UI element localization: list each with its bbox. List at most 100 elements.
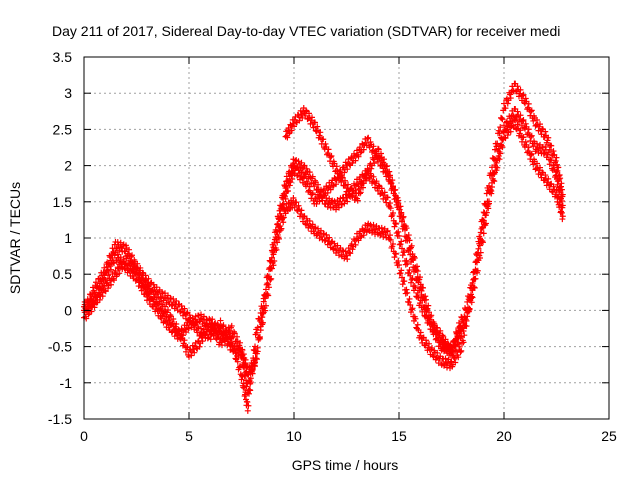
data-point <box>142 272 149 279</box>
data-point <box>514 83 521 90</box>
y-tick-label: 2 <box>64 158 72 174</box>
data-point <box>544 137 551 144</box>
data-point <box>276 235 282 242</box>
x-tick-label: 20 <box>496 428 512 444</box>
data-point <box>280 214 287 221</box>
data-point <box>344 256 351 263</box>
data-point <box>270 262 277 269</box>
data-point <box>183 348 189 355</box>
data-point <box>399 274 405 281</box>
data-point <box>237 363 243 370</box>
data-point <box>488 187 495 194</box>
data-point <box>312 119 318 126</box>
data-point <box>268 275 275 282</box>
data-point <box>428 312 435 319</box>
data-point <box>475 245 482 252</box>
data-point <box>153 294 160 301</box>
x-axis-title: GPS time / hours <box>292 457 399 473</box>
data-point <box>479 237 486 244</box>
data-point <box>117 254 124 261</box>
data-point <box>451 341 458 348</box>
data-point <box>352 241 359 248</box>
data-point <box>552 172 559 179</box>
data-point <box>387 232 393 239</box>
data-point <box>395 197 402 204</box>
data-point <box>206 317 213 324</box>
y-tick-label: 0 <box>64 302 72 318</box>
data-point <box>456 323 463 330</box>
data-point <box>387 172 393 179</box>
data-point <box>296 117 303 124</box>
data-point <box>90 297 97 304</box>
data-point <box>268 265 275 272</box>
data-point <box>105 272 111 279</box>
data-point <box>387 205 394 212</box>
data-point <box>417 281 424 288</box>
data-point <box>262 307 269 314</box>
data-point <box>150 298 157 305</box>
data-point <box>311 183 318 190</box>
data-point <box>247 380 254 387</box>
data-point <box>557 187 564 194</box>
data-point <box>398 238 405 245</box>
data-point <box>480 230 487 237</box>
data-points <box>81 80 566 414</box>
data-point <box>403 257 410 264</box>
data-point <box>409 275 416 282</box>
data-point <box>460 328 467 335</box>
data-point <box>550 183 557 190</box>
data-point <box>426 340 432 347</box>
data-point <box>550 162 557 169</box>
data-point <box>298 159 305 166</box>
data-point <box>276 216 282 223</box>
data-point <box>85 311 92 318</box>
data-point <box>336 204 342 211</box>
data-point <box>348 154 355 161</box>
data-point <box>345 181 351 188</box>
data-point <box>392 220 399 227</box>
data-point <box>496 148 503 155</box>
data-point <box>170 315 177 322</box>
data-point <box>542 143 549 150</box>
data-point <box>214 331 221 338</box>
data-point <box>406 237 413 244</box>
data-point <box>336 168 343 175</box>
data-point <box>157 293 164 300</box>
data-point <box>400 213 407 220</box>
data-point <box>318 227 324 234</box>
data-point <box>522 95 529 102</box>
data-point <box>318 186 324 193</box>
data-point <box>245 387 252 394</box>
data-point <box>129 266 135 273</box>
data-point <box>522 138 529 145</box>
data-point <box>412 315 419 322</box>
data-point <box>363 226 369 233</box>
data-point <box>487 186 494 193</box>
data-point <box>422 293 429 300</box>
data-point <box>212 327 219 334</box>
data-point <box>417 274 423 281</box>
data-point <box>403 286 410 293</box>
data-point <box>559 202 566 209</box>
data-point <box>170 323 177 330</box>
data-point <box>126 262 132 269</box>
data-point <box>411 254 418 261</box>
data-point <box>366 170 372 177</box>
data-point <box>181 337 188 344</box>
data-point <box>393 251 399 258</box>
data-point <box>458 313 465 320</box>
data-point <box>247 375 254 382</box>
data-point <box>502 105 509 112</box>
data-point <box>344 198 351 205</box>
data-point <box>387 200 393 207</box>
data-point <box>198 325 204 332</box>
data-point <box>355 237 362 244</box>
data-point <box>165 306 171 313</box>
data-point <box>257 323 264 330</box>
data-point <box>491 170 498 177</box>
data-point <box>412 284 419 291</box>
data-point <box>347 250 354 257</box>
data-point <box>426 309 432 316</box>
data-point <box>455 341 462 348</box>
data-point <box>142 286 149 293</box>
